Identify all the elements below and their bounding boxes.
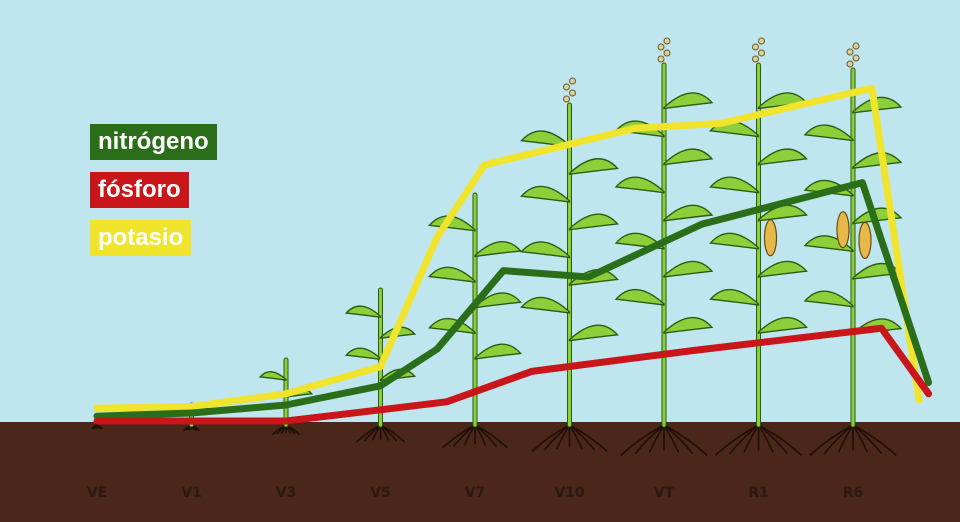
plant-r1 xyxy=(709,37,808,456)
x-tick-label-r6: R6 xyxy=(843,485,864,501)
x-tick-label-ve: VE xyxy=(87,485,107,501)
x-tick-label-v7: V7 xyxy=(465,485,486,501)
x-tick-label-v1: V1 xyxy=(181,485,202,501)
series-line-potassium xyxy=(93,84,923,412)
plant-v10 xyxy=(520,77,619,453)
series-lines xyxy=(93,84,933,425)
legend-item-nitrogen: nitrógeno xyxy=(90,124,217,160)
x-axis-ticks: VE V1 V3 V5 V7 V10 VT R1 R6 xyxy=(87,485,863,501)
x-tick-label-v10: V10 xyxy=(554,485,585,501)
x-tick-label-v5: V5 xyxy=(370,485,391,501)
plant-r6 xyxy=(803,42,903,456)
plant-illustrations xyxy=(91,37,903,456)
plant-ve xyxy=(91,424,103,430)
x-tick-label-vt: VT xyxy=(654,485,675,501)
x-tick-label-v3: V3 xyxy=(276,485,297,501)
series-line-nitrogen xyxy=(93,179,933,420)
series-line-phosphorus xyxy=(93,324,933,425)
soil-band xyxy=(0,422,960,522)
x-tick-label-r1: R1 xyxy=(748,485,769,501)
sky-background xyxy=(0,0,960,425)
legend-item-potassium: potasio xyxy=(90,220,192,256)
legend-item-phosphorus: fósforo xyxy=(90,172,189,208)
